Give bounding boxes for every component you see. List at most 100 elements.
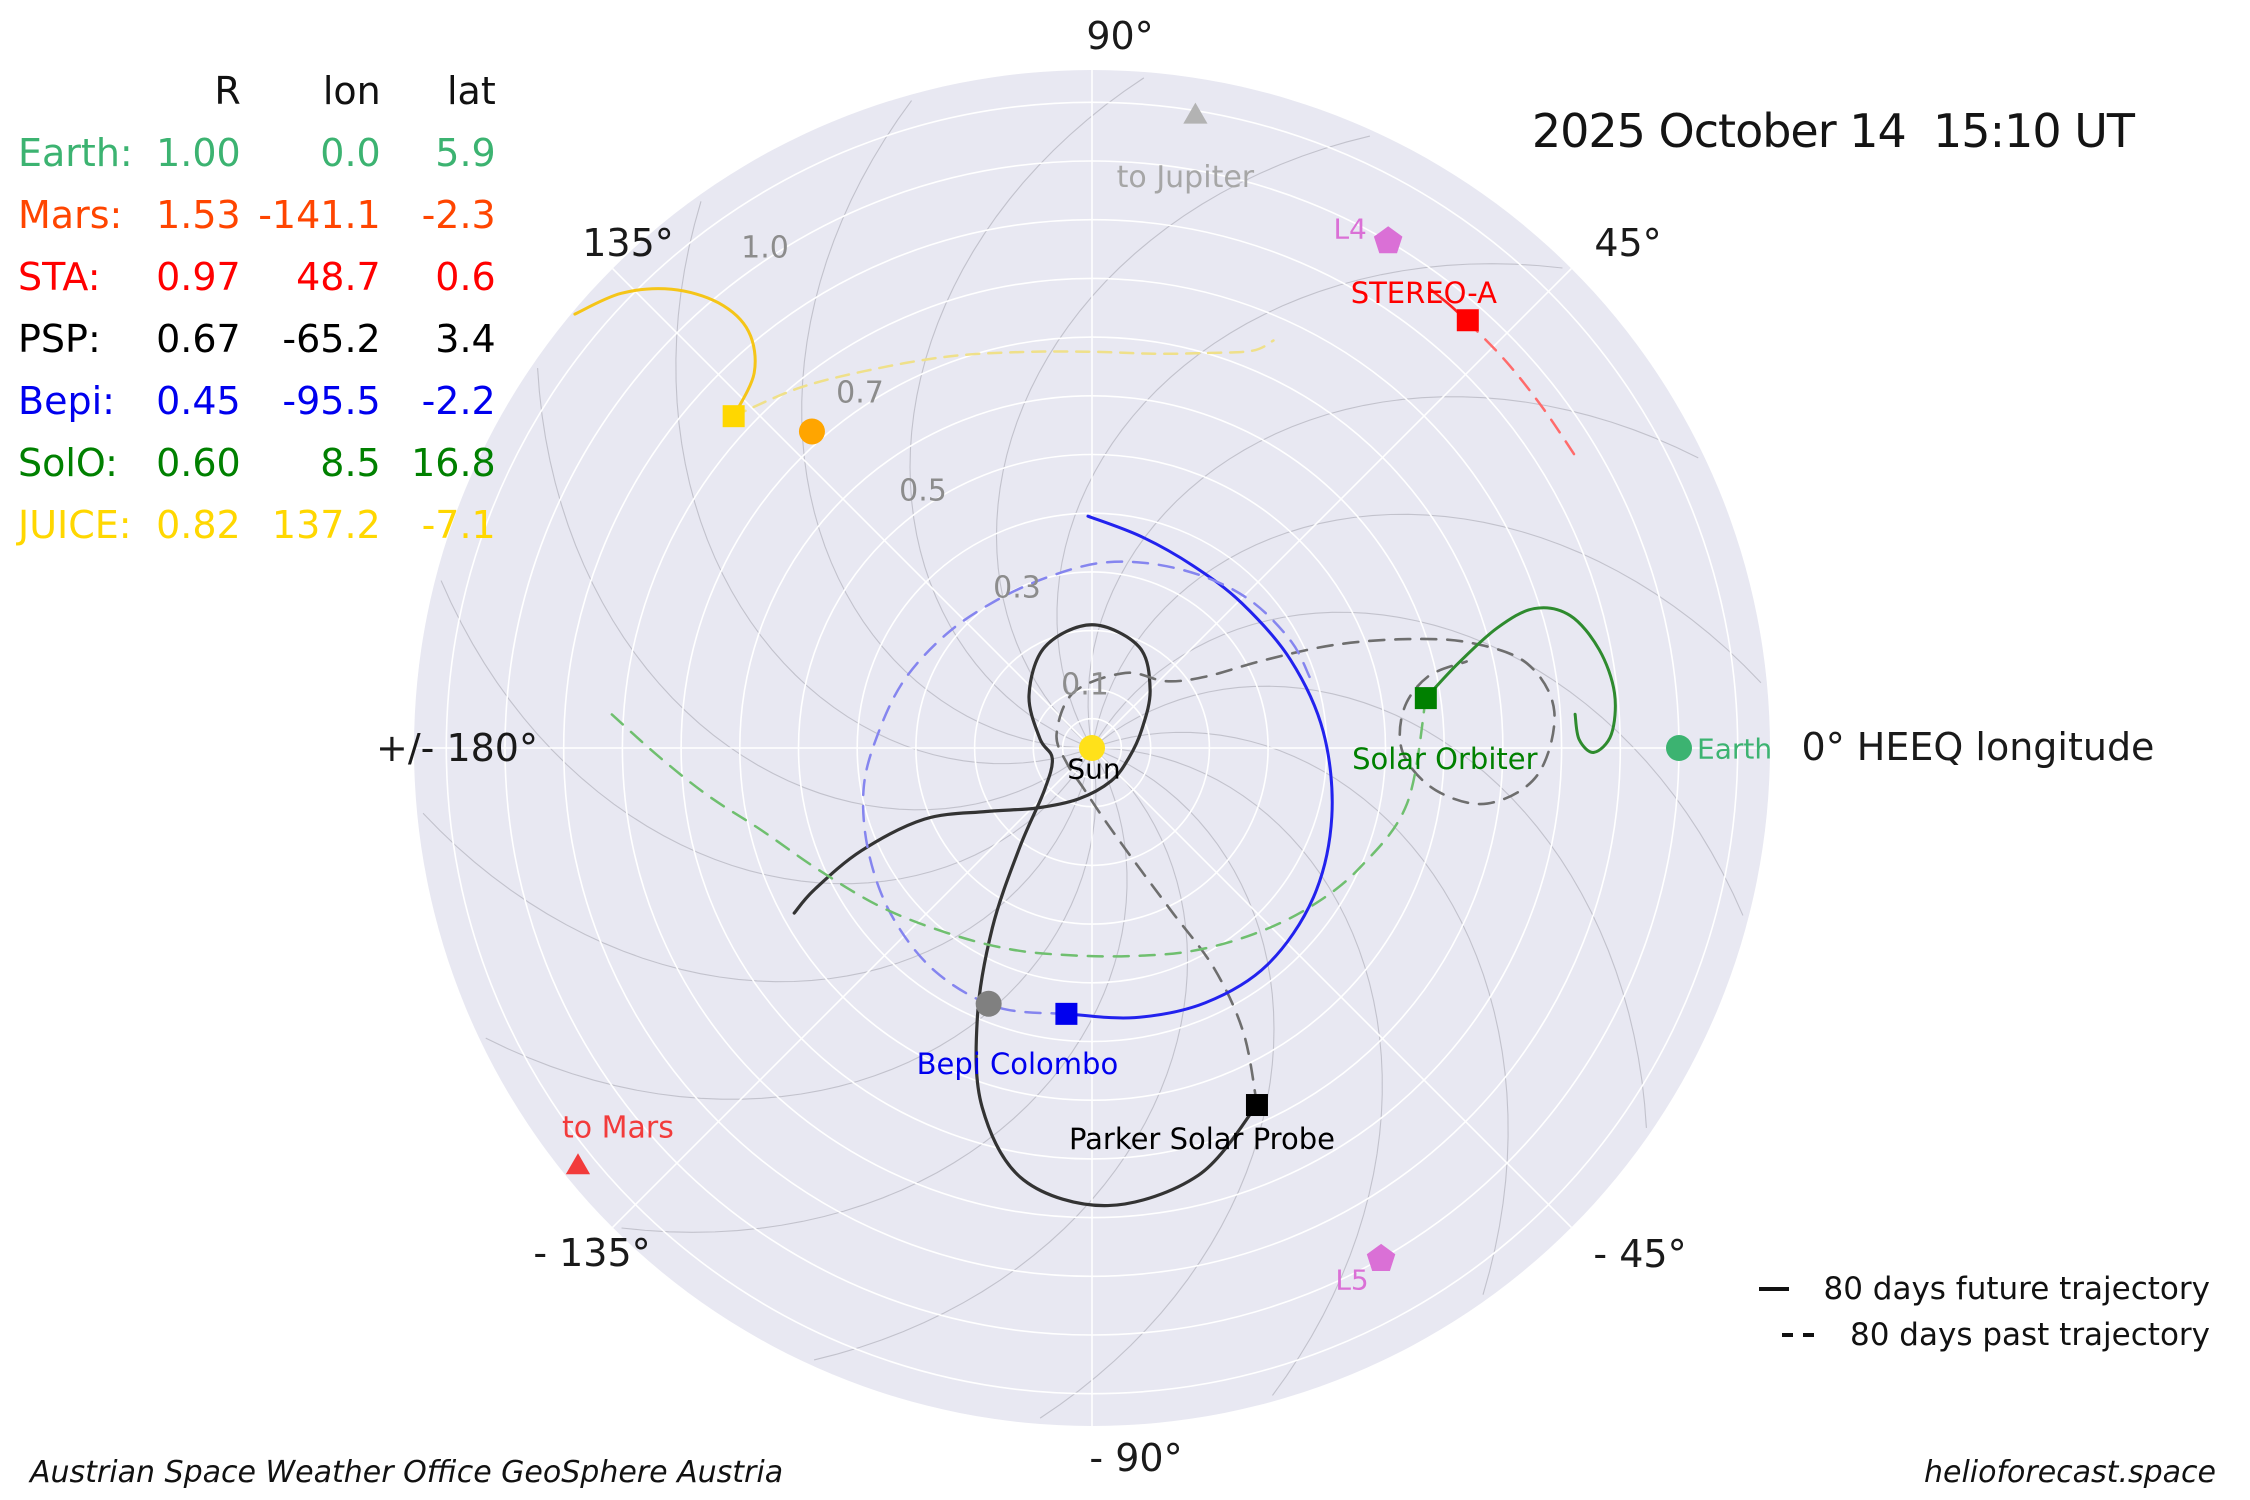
l5-marker: [1366, 1243, 1396, 1271]
table-cell: Bepi:: [18, 379, 115, 423]
trajectory-solo-past: [610, 696, 1428, 958]
table-cell: 1.00: [156, 131, 241, 175]
header-lon: lon: [322, 69, 381, 113]
parker-spiral-gridline: [485, 759, 1097, 1100]
mercury-marker: [975, 990, 1002, 1017]
legend-row-past: 80 days past trajectory: [1755, 1312, 2210, 1358]
table-cell: -7.1: [421, 503, 496, 547]
to-jupiter-marker: [1183, 102, 1208, 124]
table-cell: -141.1: [258, 193, 381, 237]
angle-label: 0° HEEQ longitude: [1802, 725, 2155, 769]
table-cell: 5.9: [435, 131, 496, 175]
header-R: R: [214, 69, 241, 113]
table-cell: 137.2: [271, 503, 381, 547]
parker-spiral-gridline: [813, 755, 1189, 1361]
table-cell: 8.5: [320, 441, 381, 485]
table-row: Earth: 1.00 0.0 5.9: [18, 122, 496, 184]
radial-tick-label: 0.3: [993, 571, 1041, 606]
parker-spiral-gridline: [1102, 731, 1509, 1295]
sun-label: Sun: [1067, 753, 1120, 786]
stereo-a-label: STEREO-A: [1351, 276, 1497, 310]
parker-spiral-gridline: [995, 135, 1371, 741]
parker-spiral-gridline: [1097, 611, 1744, 916]
table-cell: 0.60: [156, 441, 241, 485]
table-cell: Mars:: [18, 193, 123, 237]
angle-label: - 135°: [533, 1231, 650, 1275]
trajectory-bepi-future: [1064, 514, 1334, 1020]
parker-spiral-gridline: [422, 759, 1091, 983]
table-cell: 48.7: [296, 255, 381, 299]
trajectory-juice-past: [732, 339, 1275, 418]
parker-spiral-gridline: [537, 367, 1084, 811]
parker-spiral-gridline: [675, 201, 1082, 765]
table-row: Bepi: 0.45 -95.5 -2.2: [18, 370, 496, 432]
footer-website: helioforecast.space: [1923, 1455, 2216, 1490]
parker-spiral-gridline: [1039, 751, 1275, 1419]
table-row: PSP: 0.67 -65.2 3.4: [18, 308, 496, 370]
header-lat: lat: [446, 69, 496, 113]
juice-marker: [722, 405, 745, 428]
bepi-label: Bepi Colombo: [917, 1047, 1119, 1081]
table-cell: JUICE:: [18, 503, 132, 547]
angular-grid-spoke: [1091, 747, 1572, 1228]
table-cell: -2.3: [421, 193, 496, 237]
table-cell: -2.2: [421, 379, 496, 423]
table-cell: 16.8: [411, 441, 496, 485]
parker-spiral-gridline: [801, 100, 1081, 749]
trajectory-legend: 80 days future trajectory 80 days past t…: [1755, 1266, 2210, 1358]
table-cell: 1.53: [156, 193, 241, 237]
angle-label: +/- 180°: [376, 726, 538, 770]
table-row: STA: 0.97 48.7 0.6: [18, 246, 496, 308]
table-cell: 3.4: [435, 317, 496, 361]
table-row: JUICE: 0.82 137.2 -7.1: [18, 494, 496, 556]
angle-label: - 90°: [1089, 1436, 1182, 1480]
position-table-header-row: R lon lat: [18, 60, 496, 122]
bepi-marker: [1055, 1002, 1078, 1025]
table-cell: SolO:: [18, 441, 118, 485]
parker-spiral-gridline: [1056, 263, 1563, 738]
stereo-a-marker: [1456, 309, 1479, 332]
to-mars-marker: [565, 1153, 591, 1175]
sun-marker: [1079, 735, 1105, 761]
legend-past-label: 80 days past trajectory: [1850, 1317, 2210, 1353]
trajectory-solo-future: [1424, 606, 1617, 754]
to-mars-label: to Mars: [562, 1111, 674, 1146]
table-cell: 0.82: [156, 503, 241, 547]
l4-label: L4: [1333, 213, 1366, 246]
radial-tick-label: 0.1: [1061, 668, 1109, 703]
angular-grid-spoke: [1091, 268, 1572, 749]
table-cell: 0.6: [435, 255, 496, 299]
solid-line-icon: [1759, 1287, 1790, 1291]
legend-row-future: 80 days future trajectory: [1755, 1266, 2210, 1312]
angular-grid-spoke: [612, 268, 1093, 749]
angular-grid-spoke: [612, 747, 1093, 1228]
earth-marker: [1666, 735, 1692, 761]
dashed-line-icon: [1782, 1333, 1822, 1337]
angle-label: 90°: [1086, 14, 1153, 58]
psp-marker: [1245, 1094, 1268, 1117]
table-cell: 0.0: [320, 131, 381, 175]
angle-label: 45°: [1594, 221, 1661, 265]
radial-tick-label: 0.5: [899, 474, 947, 509]
earth-label: Earth: [1697, 733, 1772, 766]
parker-spiral-gridline: [621, 758, 1128, 1233]
table-cell: -95.5: [282, 379, 381, 423]
parker-spiral-gridline: [440, 580, 1087, 885]
parker-spiral-gridline: [1100, 685, 1647, 1129]
angle-label: - 45°: [1593, 1232, 1686, 1276]
table-cell: 0.97: [156, 255, 241, 299]
psp-label: Parker Solar Probe: [1069, 1122, 1335, 1156]
parker-spiral-gridline: [1103, 747, 1383, 1396]
footer-organisation: Austrian Space Weather Office GeoSphere …: [30, 1455, 784, 1490]
parker-spiral-gridline: [1093, 513, 1762, 737]
table-cell: 0.67: [156, 317, 241, 361]
position-table-body: Earth: 1.00 0.0 5.9 Mars: 1.53 -141.1 -2.3 STA: 0…: [18, 122, 496, 556]
table-row: SolO: 0.60 8.5 16.8: [18, 432, 496, 494]
table-cell: Earth:: [18, 131, 133, 175]
angle-label: 135°: [582, 221, 674, 265]
table-cell: STA:: [18, 255, 101, 299]
trajectory-sta-past: [1465, 319, 1578, 459]
table-cell: PSP:: [18, 317, 101, 361]
solo-label: Solar Orbiter: [1352, 742, 1538, 776]
